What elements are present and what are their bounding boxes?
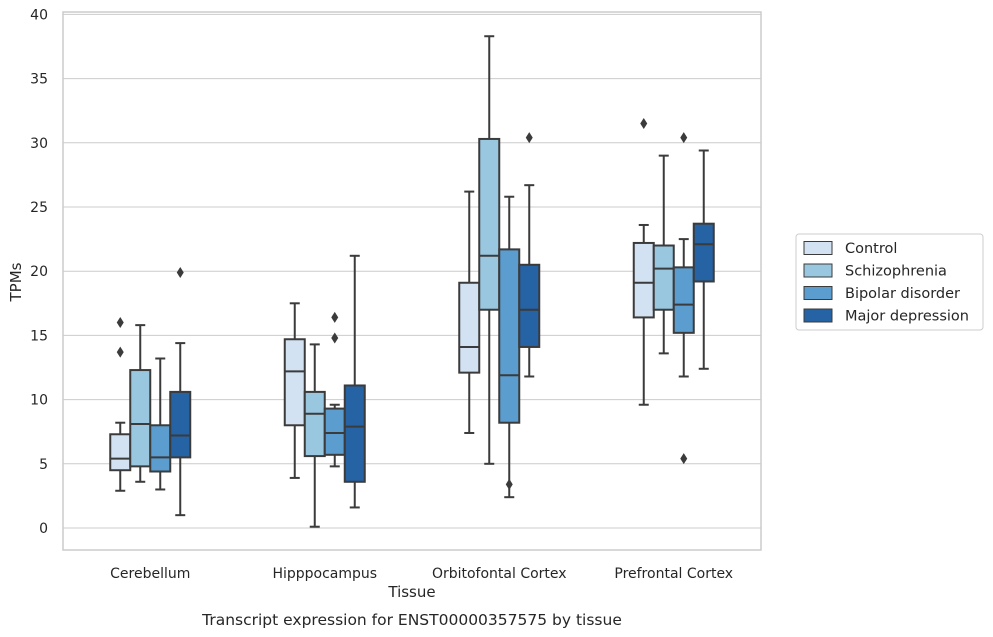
box bbox=[672, 266, 695, 334]
box-group bbox=[478, 35, 501, 465]
outlier-point bbox=[176, 266, 184, 278]
x-tick-label: Hipppocampus bbox=[272, 566, 377, 582]
legend-label: Major depression bbox=[845, 309, 969, 325]
y-axis-ticks: 0 5 10 15 20 25 30 35 40 bbox=[30, 7, 48, 537]
legend-label: Bipolar disorder bbox=[845, 286, 960, 302]
box bbox=[323, 407, 346, 456]
box bbox=[692, 222, 715, 283]
plot-frame bbox=[62, 11, 762, 551]
legend-label: Schizophrenia bbox=[845, 264, 947, 280]
box-group bbox=[283, 302, 306, 479]
outlier-point bbox=[331, 332, 339, 344]
legend-swatch bbox=[803, 263, 833, 278]
box bbox=[498, 248, 521, 424]
box bbox=[478, 137, 501, 311]
x-axis-ticks: Cerebellum Hipppocampus Orbitofontal Corte… bbox=[110, 566, 733, 582]
y-tick-label: 0 bbox=[39, 521, 48, 537]
box bbox=[169, 390, 192, 459]
x-tick-label: Prefrontal Cortex bbox=[614, 566, 733, 582]
outlier-point bbox=[505, 478, 513, 490]
box bbox=[303, 390, 326, 458]
x-axis-label: Tissue bbox=[387, 583, 435, 601]
box-group bbox=[149, 357, 172, 491]
box-group bbox=[632, 118, 655, 406]
box-group bbox=[343, 254, 366, 509]
outlier-point bbox=[640, 118, 648, 130]
y-tick-label: 25 bbox=[30, 200, 48, 216]
box bbox=[343, 384, 366, 483]
outlier-point bbox=[116, 317, 124, 329]
y-tick-label: 30 bbox=[30, 136, 48, 152]
box-group bbox=[692, 149, 715, 370]
plot-area bbox=[109, 35, 715, 528]
y-tick-label: 35 bbox=[30, 72, 48, 88]
box bbox=[109, 433, 132, 472]
box bbox=[632, 241, 655, 319]
y-axis-label: TPMs bbox=[7, 262, 25, 302]
legend-swatch bbox=[803, 286, 833, 300]
legend-swatch bbox=[803, 308, 833, 323]
box bbox=[129, 369, 152, 468]
box bbox=[283, 338, 306, 427]
y-tick-label: 40 bbox=[30, 7, 48, 23]
box-group bbox=[672, 132, 695, 465]
outlier-point bbox=[331, 311, 339, 323]
outlier-point bbox=[116, 346, 124, 358]
y-tick-label: 10 bbox=[30, 393, 48, 409]
box-group bbox=[169, 266, 192, 517]
box bbox=[518, 263, 541, 348]
legend-frame bbox=[795, 233, 984, 331]
x-tick-label: Orbitofontal Cortex bbox=[432, 566, 567, 582]
y-tick-label: 20 bbox=[30, 264, 48, 280]
legend-swatch bbox=[803, 241, 833, 255]
x-tick-label: Cerebellum bbox=[110, 566, 190, 582]
outlier-point bbox=[525, 132, 533, 144]
box-group bbox=[518, 132, 541, 378]
box bbox=[652, 244, 675, 311]
outlier-point bbox=[680, 453, 688, 465]
box bbox=[458, 281, 481, 374]
y-tick-label: 5 bbox=[39, 457, 48, 473]
chart-caption: Transcript expression for ENST0000035757… bbox=[201, 611, 622, 629]
box-group bbox=[129, 324, 152, 483]
y-tick-label: 15 bbox=[30, 328, 48, 344]
legend: Control Schizophrenia Bipolar disorder Majo… bbox=[795, 233, 984, 331]
box bbox=[149, 424, 172, 473]
outlier-point bbox=[680, 132, 688, 144]
legend-label: Control bbox=[845, 241, 897, 257]
box-group bbox=[458, 190, 481, 434]
